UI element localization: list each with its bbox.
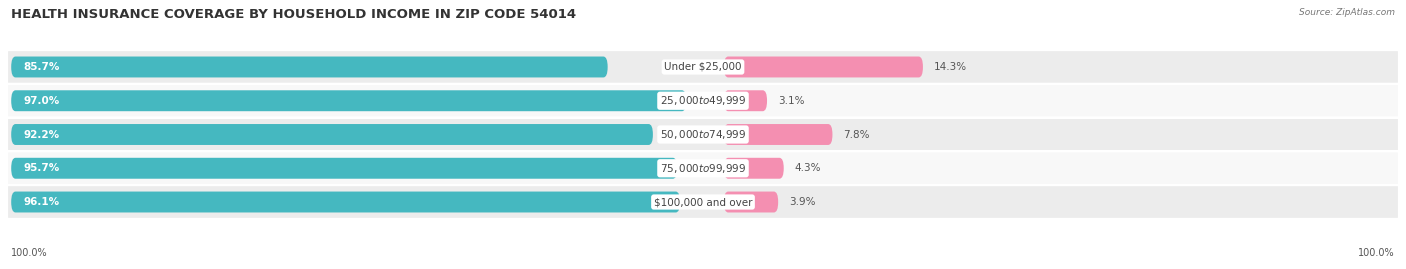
Text: 4.3%: 4.3% — [794, 163, 821, 173]
Text: 96.1%: 96.1% — [24, 197, 60, 207]
Text: $50,000 to $74,999: $50,000 to $74,999 — [659, 128, 747, 141]
FancyBboxPatch shape — [7, 151, 1399, 185]
Text: $25,000 to $49,999: $25,000 to $49,999 — [659, 94, 747, 107]
FancyBboxPatch shape — [7, 118, 1399, 151]
Text: 7.8%: 7.8% — [844, 129, 870, 140]
FancyBboxPatch shape — [7, 185, 1399, 219]
FancyBboxPatch shape — [724, 158, 783, 179]
FancyBboxPatch shape — [11, 124, 652, 145]
FancyBboxPatch shape — [11, 192, 681, 213]
FancyBboxPatch shape — [11, 56, 607, 77]
Text: Under $25,000: Under $25,000 — [664, 62, 742, 72]
FancyBboxPatch shape — [724, 90, 768, 111]
Text: 100.0%: 100.0% — [1358, 248, 1395, 258]
Text: 92.2%: 92.2% — [24, 129, 60, 140]
Text: 95.7%: 95.7% — [24, 163, 60, 173]
Text: 85.7%: 85.7% — [24, 62, 60, 72]
Text: Source: ZipAtlas.com: Source: ZipAtlas.com — [1299, 8, 1395, 17]
FancyBboxPatch shape — [11, 158, 678, 179]
FancyBboxPatch shape — [7, 50, 1399, 84]
Text: 3.1%: 3.1% — [778, 96, 804, 106]
FancyBboxPatch shape — [724, 56, 922, 77]
Text: 3.9%: 3.9% — [789, 197, 815, 207]
Text: $75,000 to $99,999: $75,000 to $99,999 — [659, 162, 747, 175]
FancyBboxPatch shape — [724, 124, 832, 145]
Text: 100.0%: 100.0% — [11, 248, 48, 258]
FancyBboxPatch shape — [724, 192, 778, 213]
Text: $100,000 and over: $100,000 and over — [654, 197, 752, 207]
Text: 14.3%: 14.3% — [934, 62, 967, 72]
FancyBboxPatch shape — [11, 90, 686, 111]
Text: HEALTH INSURANCE COVERAGE BY HOUSEHOLD INCOME IN ZIP CODE 54014: HEALTH INSURANCE COVERAGE BY HOUSEHOLD I… — [11, 8, 576, 21]
FancyBboxPatch shape — [7, 84, 1399, 118]
Text: 97.0%: 97.0% — [24, 96, 60, 106]
